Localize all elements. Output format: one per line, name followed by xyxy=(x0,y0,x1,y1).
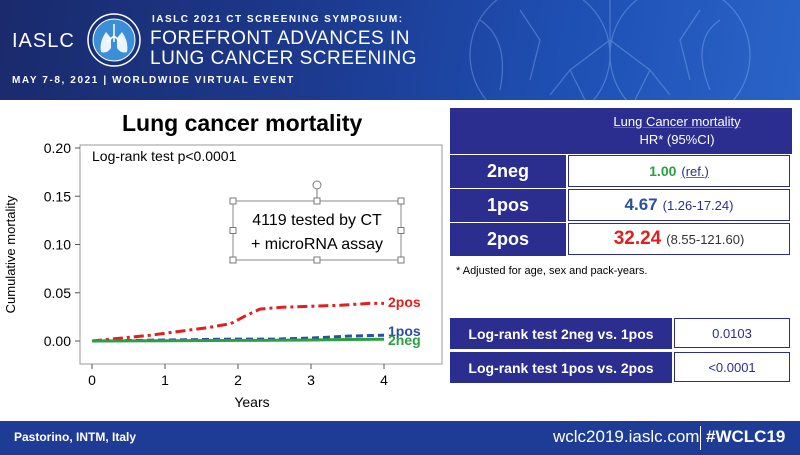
conference-website: wclc2019.iaslc.com xyxy=(553,427,700,446)
x-axis-label: Years xyxy=(234,394,269,410)
logrank-row: Log-rank test 2neg vs. 1pos 0.0103 xyxy=(450,317,792,349)
logrank-p-value: 0.0103 xyxy=(674,318,790,348)
logrank-table: Log-rank test 2neg vs. 1pos 0.0103 Log-r… xyxy=(450,317,792,383)
series-label-1pos: 1pos xyxy=(388,323,421,339)
hr-value-cell: 1.00 (ref.) xyxy=(568,155,790,187)
series-label-2pos: 2pos xyxy=(388,294,421,310)
logrank-label: Log-rank test 1pos vs. 2pos xyxy=(450,351,672,383)
chart-axes xyxy=(75,144,443,369)
iaslc-logo: IASLC xyxy=(12,30,75,52)
y-tick-label: 0.10 xyxy=(44,237,71,253)
event-date: MAY 7-8, 2021 | WORLDWIDE VIRTUAL EVENT xyxy=(12,75,295,86)
x-tick-label: 0 xyxy=(88,372,96,388)
footer-divider xyxy=(700,426,701,450)
chart-title: Lung cancer mortality xyxy=(122,110,363,136)
logrank-row: Log-rank test 1pos vs. 2pos <0.0001 xyxy=(450,351,792,383)
y-axis-label: Cumulative mortality xyxy=(3,195,18,313)
hr-table-header: Lung Cancer mortality HR* (95%CI) xyxy=(450,108,792,154)
hr-group-label: 2neg xyxy=(450,154,566,188)
hr-ci: (1.26-17.24) xyxy=(662,197,734,213)
hr-ci: (8.55-121.60) xyxy=(666,231,745,247)
hr-header-subtitle: HR* (95%CI) xyxy=(639,132,715,147)
x-tick-label: 4 xyxy=(380,372,388,388)
lungs-background-icon xyxy=(469,0,751,100)
hr-value-cell: 32.24 (8.55-121.60) xyxy=(568,223,790,255)
series-line-2pos xyxy=(91,301,384,343)
hr-value: 4.67 xyxy=(624,195,658,214)
selection-handle xyxy=(229,197,237,205)
logrank-label: Log-rank test 2neg vs. 1pos xyxy=(450,317,672,349)
hr-row-2pos: 2pos 32.24 (8.55-121.60) xyxy=(450,222,792,256)
hr-row-2neg: 2neg 1.00 (ref.) xyxy=(450,154,792,188)
series-label-2neg: 2neg xyxy=(388,332,421,348)
selection-handle xyxy=(397,256,405,264)
hr-header-title: Lung Cancer mortality xyxy=(613,114,741,129)
hr-row-1pos: 1pos 4.67 (1.26-17.24) xyxy=(450,188,792,222)
rotate-handle-icon xyxy=(312,180,322,190)
hr-group-label: 1pos xyxy=(450,188,566,222)
selection-handle xyxy=(397,227,405,234)
series-line-2neg xyxy=(91,337,385,343)
adjustment-footnote: * Adjusted for age, sex and pack-years. xyxy=(456,265,648,277)
hr-group-label: 2pos xyxy=(450,222,566,256)
hr-value: 1.00 xyxy=(649,163,677,179)
hazard-ratio-table: Lung Cancer mortality HR* (95%CI) 2neg 1… xyxy=(450,108,792,258)
selection-handle xyxy=(313,256,321,264)
y-tick-label: 0.20 xyxy=(44,140,71,156)
x-tick-label: 2 xyxy=(234,372,242,388)
hr-ci: (ref.) xyxy=(681,163,709,179)
x-tick-label: 3 xyxy=(307,372,315,388)
author-credit: Pastorino, INTM, Italy xyxy=(14,430,137,444)
x-tick-label: 1 xyxy=(161,372,169,388)
header-banner: IASLC IASLC 2021 CT SCREENING SYMPOSIUM:… xyxy=(0,0,800,100)
annotation-line-2: + microRNA assay xyxy=(251,236,383,253)
y-tick-label: 0.05 xyxy=(44,285,71,301)
lung-emblem-icon xyxy=(87,13,141,67)
selection-handle xyxy=(229,256,237,264)
headline-line-2: LUNG CANCER SCREENING xyxy=(150,48,418,69)
selection-handle xyxy=(313,197,321,205)
annotation-line-1: 4119 tested by CT xyxy=(252,212,382,229)
headline-line-1: FOREFRONT ADVANCES IN xyxy=(150,28,410,49)
hr-value: 32.24 xyxy=(613,228,662,249)
logrank-annotation: Log-rank test p<0.0001 xyxy=(92,148,237,164)
selection-handle xyxy=(229,227,237,234)
conference-hashtag: #WCLC19 xyxy=(706,427,786,446)
hr-value-cell: 4.67 (1.26-17.24) xyxy=(568,189,790,221)
y-tick-label: 0.00 xyxy=(44,333,71,349)
logrank-p-value: <0.0001 xyxy=(674,352,790,382)
selection-handle xyxy=(397,197,405,205)
y-tick-label: 0.15 xyxy=(44,188,71,204)
symposium-title: IASLC 2021 CT SCREENING SYMPOSIUM: xyxy=(152,14,404,25)
chart-series xyxy=(91,301,385,343)
chart-labels: 0.00 0.05 0.10 0.15 0.20 0 1 2 3 4 Years Cumulative… xyxy=(3,140,421,410)
footer-bar: Pastorino, INTM, Italy wclc2019.iaslc.co… xyxy=(0,421,800,455)
plot-frame xyxy=(79,144,443,365)
mortality-chart: 0.00 0.05 0.10 0.15 0.20 0 1 2 3 4 Years Cumulative… xyxy=(3,140,443,410)
